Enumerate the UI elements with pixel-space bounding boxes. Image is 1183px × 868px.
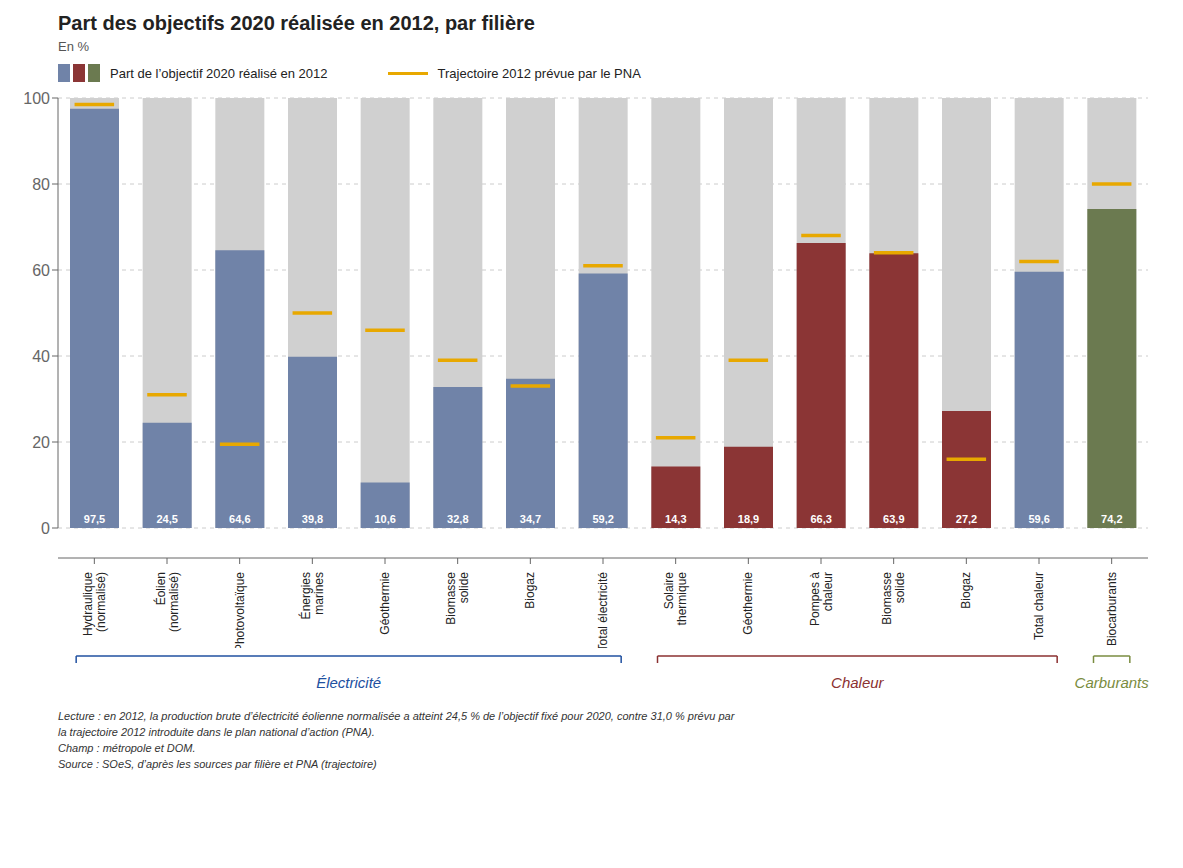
svg-text:Énergiesmarines: Énergiesmarines xyxy=(298,572,326,619)
svg-text:Photovoltaïque: Photovoltaïque xyxy=(233,572,247,648)
svg-text:Chaleur: Chaleur xyxy=(831,674,885,691)
svg-text:59,2: 59,2 xyxy=(592,513,613,525)
svg-text:60: 60 xyxy=(32,262,50,279)
svg-text:20: 20 xyxy=(32,434,50,451)
svg-text:Électricité: Électricité xyxy=(316,674,381,691)
svg-text:59,6: 59,6 xyxy=(1028,513,1049,525)
svg-text:0: 0 xyxy=(41,520,50,537)
svg-text:64,6: 64,6 xyxy=(229,513,250,525)
svg-text:Carburants: Carburants xyxy=(1075,674,1150,691)
svg-text:Total chaleur: Total chaleur xyxy=(1032,572,1046,640)
html-text:Champ : métropole et DOM.: Champ : métropole et DOM. xyxy=(58,742,196,754)
svg-text:18,9: 18,9 xyxy=(738,513,759,525)
html-text:Source : SOeS, d’après les sou: Source : SOeS, d’après les sources par f… xyxy=(58,758,377,770)
svg-text:Solairethermique: Solairethermique xyxy=(662,572,689,626)
svg-text:66,3: 66,3 xyxy=(810,513,831,525)
svg-text:100: 100 xyxy=(23,90,50,107)
svg-text:74,2: 74,2 xyxy=(1101,513,1122,525)
svg-text:10,6: 10,6 xyxy=(374,513,395,525)
svg-text:Biogaz: Biogaz xyxy=(523,572,537,609)
svg-text:40: 40 xyxy=(32,348,50,365)
svg-text:97,5: 97,5 xyxy=(84,513,105,525)
svg-text:Biogaz: Biogaz xyxy=(959,572,973,609)
svg-text:Éolien(normalisé): Éolien(normalisé) xyxy=(153,572,181,632)
svg-text:Pompes àchaleur: Pompes àchaleur xyxy=(808,572,835,626)
svg-text:Total électricité: Total électricité xyxy=(596,572,610,648)
svg-text:Géothermie: Géothermie xyxy=(378,572,392,635)
svg-text:Géothermie: Géothermie xyxy=(741,572,755,635)
svg-text:Biocarburants: Biocarburants xyxy=(1105,572,1119,646)
svg-text:24,5: 24,5 xyxy=(156,513,177,525)
svg-text:63,9: 63,9 xyxy=(883,513,904,525)
svg-text:Hydraulique(normalisé): Hydraulique(normalisé) xyxy=(81,572,108,636)
svg-text:14,3: 14,3 xyxy=(665,513,686,525)
svg-text:Biomassesolide: Biomassesolide xyxy=(880,572,907,625)
svg-text:Biomassesolide: Biomassesolide xyxy=(444,572,471,625)
html-text:Part des objectifs 2020 réalis: Part des objectifs 2020 réalisée en 2012… xyxy=(58,12,535,34)
html-text:Part de l’objectif 2020 réalis: Part de l’objectif 2020 réalisé en 2012 xyxy=(110,65,328,81)
svg-text:34,7: 34,7 xyxy=(520,513,541,525)
svg-text:27,2: 27,2 xyxy=(956,513,977,525)
html-text:En %: En % xyxy=(58,39,90,54)
svg-text:80: 80 xyxy=(32,176,50,193)
svg-text:32,8: 32,8 xyxy=(447,513,468,525)
svg-text:39,8: 39,8 xyxy=(302,513,323,525)
html-text:Lecture : en 2012, la producti: Lecture : en 2012, la production brute d… xyxy=(58,710,735,722)
html-text:Trajectoire 2012 prévue par le: Trajectoire 2012 prévue par le PNA xyxy=(437,65,641,81)
html-text:la trajectoire 2012 introduite: la trajectoire 2012 introduite dans le p… xyxy=(58,726,375,738)
